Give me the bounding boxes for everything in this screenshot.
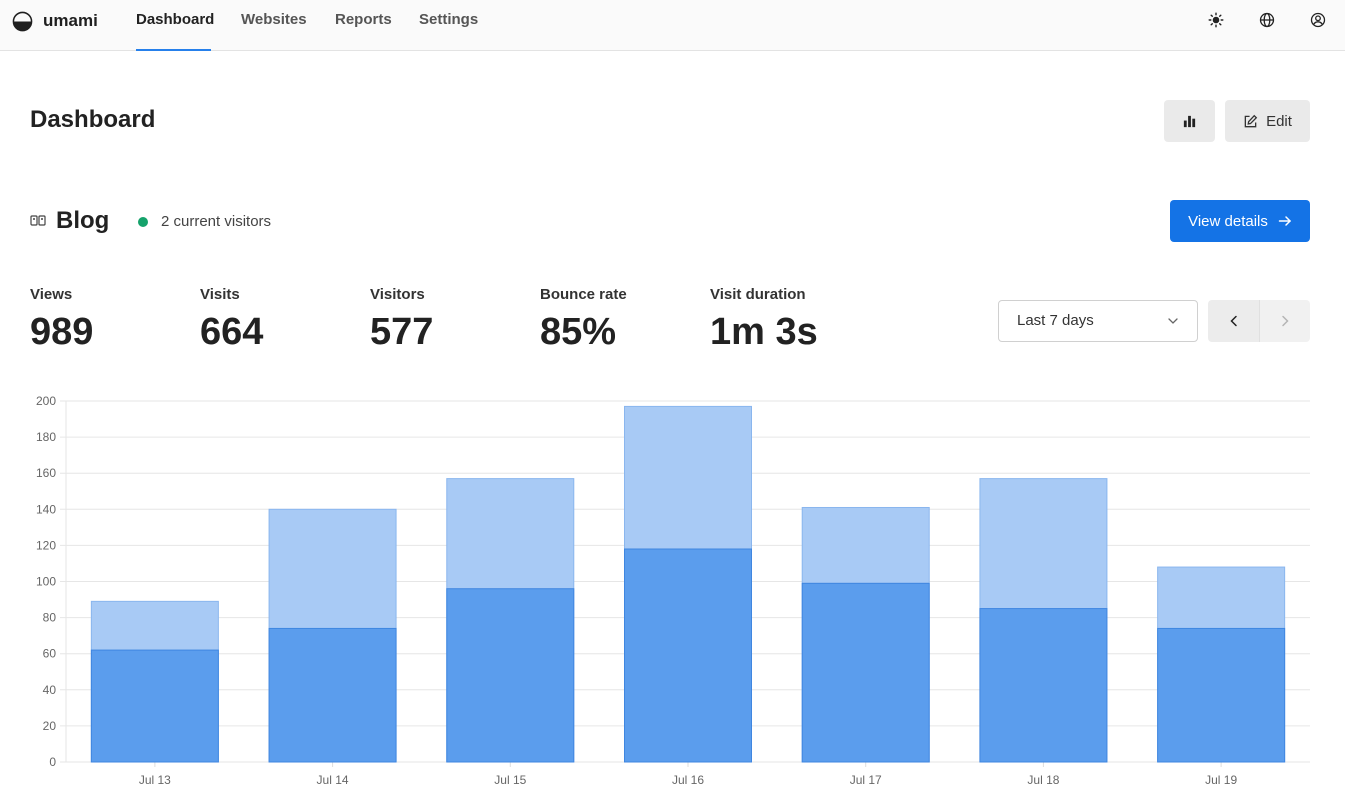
view-details-label: View details bbox=[1188, 212, 1268, 230]
y-tick-label: 140 bbox=[36, 502, 56, 516]
metric-label: Bounce rate bbox=[540, 286, 627, 303]
chevron-down-icon bbox=[1168, 318, 1178, 324]
next-period-button[interactable] bbox=[1259, 300, 1310, 342]
globe-icon bbox=[1259, 12, 1275, 28]
metric-label: Visits bbox=[200, 286, 240, 303]
top-nav: umami Dashboard Websites Reports Setting… bbox=[0, 0, 1345, 51]
date-range-value: Last 7 days bbox=[1017, 312, 1094, 329]
x-tick-label: Jul 19 bbox=[1205, 773, 1237, 787]
metric-value: 577 bbox=[370, 311, 434, 353]
y-tick-label: 180 bbox=[36, 430, 56, 444]
previous-period-button[interactable] bbox=[1208, 300, 1259, 342]
bar-chart-icon bbox=[1183, 115, 1196, 127]
bar-visitors bbox=[90, 649, 219, 763]
x-tick-label: Jul 14 bbox=[317, 773, 349, 787]
metric-bounce-rate: Bounce rate 85% bbox=[540, 286, 705, 354]
metric-visits: Visits 664 bbox=[200, 286, 365, 354]
metric-views: Views 989 bbox=[30, 286, 195, 354]
metric-visit-duration: Visit duration 1m 3s bbox=[710, 286, 910, 354]
live-indicator-dot bbox=[138, 217, 148, 227]
date-range-select[interactable]: Last 7 days bbox=[998, 300, 1198, 342]
bar-visitors bbox=[1157, 627, 1286, 763]
bar-visitors bbox=[979, 608, 1108, 763]
metric-visitors: Visitors 577 bbox=[370, 286, 535, 354]
chevron-left-icon bbox=[1229, 315, 1237, 327]
current-visitors[interactable]: 2 current visitors bbox=[161, 213, 272, 230]
toggle-charts-button[interactable] bbox=[1164, 100, 1215, 142]
language-button[interactable] bbox=[1258, 11, 1276, 29]
nav-websites[interactable]: Websites bbox=[241, 11, 307, 28]
sun-icon bbox=[1208, 12, 1224, 28]
profile-button[interactable] bbox=[1309, 11, 1327, 29]
y-tick-label: 60 bbox=[43, 647, 57, 661]
nav-dashboard[interactable]: Dashboard bbox=[136, 11, 215, 28]
favicon-icon bbox=[30, 215, 46, 226]
x-tick-label: Jul 16 bbox=[672, 773, 704, 787]
page-title: Dashboard bbox=[30, 106, 156, 133]
y-tick-label: 160 bbox=[36, 466, 56, 480]
metric-label: Visitors bbox=[370, 286, 425, 303]
x-tick-label: Jul 15 bbox=[494, 773, 526, 787]
pageviews-chart: 0 20 40 60 80 100 120 140 160 180 200 Jul 13 Jul 14 J… bbox=[36, 394, 1310, 787]
y-tick-label: 20 bbox=[43, 719, 57, 733]
chevron-right-icon bbox=[1282, 315, 1289, 327]
app-name: umami bbox=[43, 11, 98, 30]
metric-value: 85% bbox=[540, 311, 617, 353]
metric-label: Visit duration bbox=[710, 286, 806, 303]
website-name[interactable]: Blog bbox=[56, 207, 110, 234]
umami-logo-icon bbox=[12, 11, 33, 31]
x-tick-label: Jul 18 bbox=[1027, 773, 1059, 787]
x-tick-label: Jul 13 bbox=[139, 773, 171, 787]
y-tick-label: 40 bbox=[43, 683, 57, 697]
metric-value: 1m 3s bbox=[710, 311, 818, 353]
y-tick-label: 80 bbox=[43, 611, 57, 625]
x-tick-label: Jul 17 bbox=[850, 773, 882, 787]
bar-visitors bbox=[801, 582, 930, 763]
edit-button-label: Edit bbox=[1266, 112, 1292, 130]
active-nav-indicator bbox=[136, 49, 211, 51]
nav-reports[interactable]: Reports bbox=[335, 11, 392, 28]
bar-visitors bbox=[624, 548, 752, 763]
edit-button[interactable]: Edit bbox=[1225, 100, 1310, 142]
metric-value: 664 bbox=[200, 311, 264, 353]
y-tick-label: 100 bbox=[36, 575, 56, 589]
bar-visitors bbox=[268, 627, 397, 763]
arrow-right-icon bbox=[1278, 216, 1291, 226]
metric-label: Views bbox=[30, 286, 73, 303]
nav-settings[interactable]: Settings bbox=[419, 11, 479, 28]
metric-value: 989 bbox=[30, 311, 94, 353]
theme-toggle-button[interactable] bbox=[1207, 11, 1225, 29]
view-details-button[interactable]: View details bbox=[1170, 200, 1310, 242]
user-circle-icon bbox=[1310, 12, 1326, 28]
y-tick-label: 120 bbox=[36, 538, 56, 552]
edit-icon bbox=[1244, 114, 1258, 127]
app-logo[interactable]: umami bbox=[12, 10, 98, 32]
y-tick-label: 0 bbox=[49, 755, 56, 769]
bar-visitors bbox=[446, 588, 575, 763]
y-tick-label: 200 bbox=[36, 394, 56, 408]
